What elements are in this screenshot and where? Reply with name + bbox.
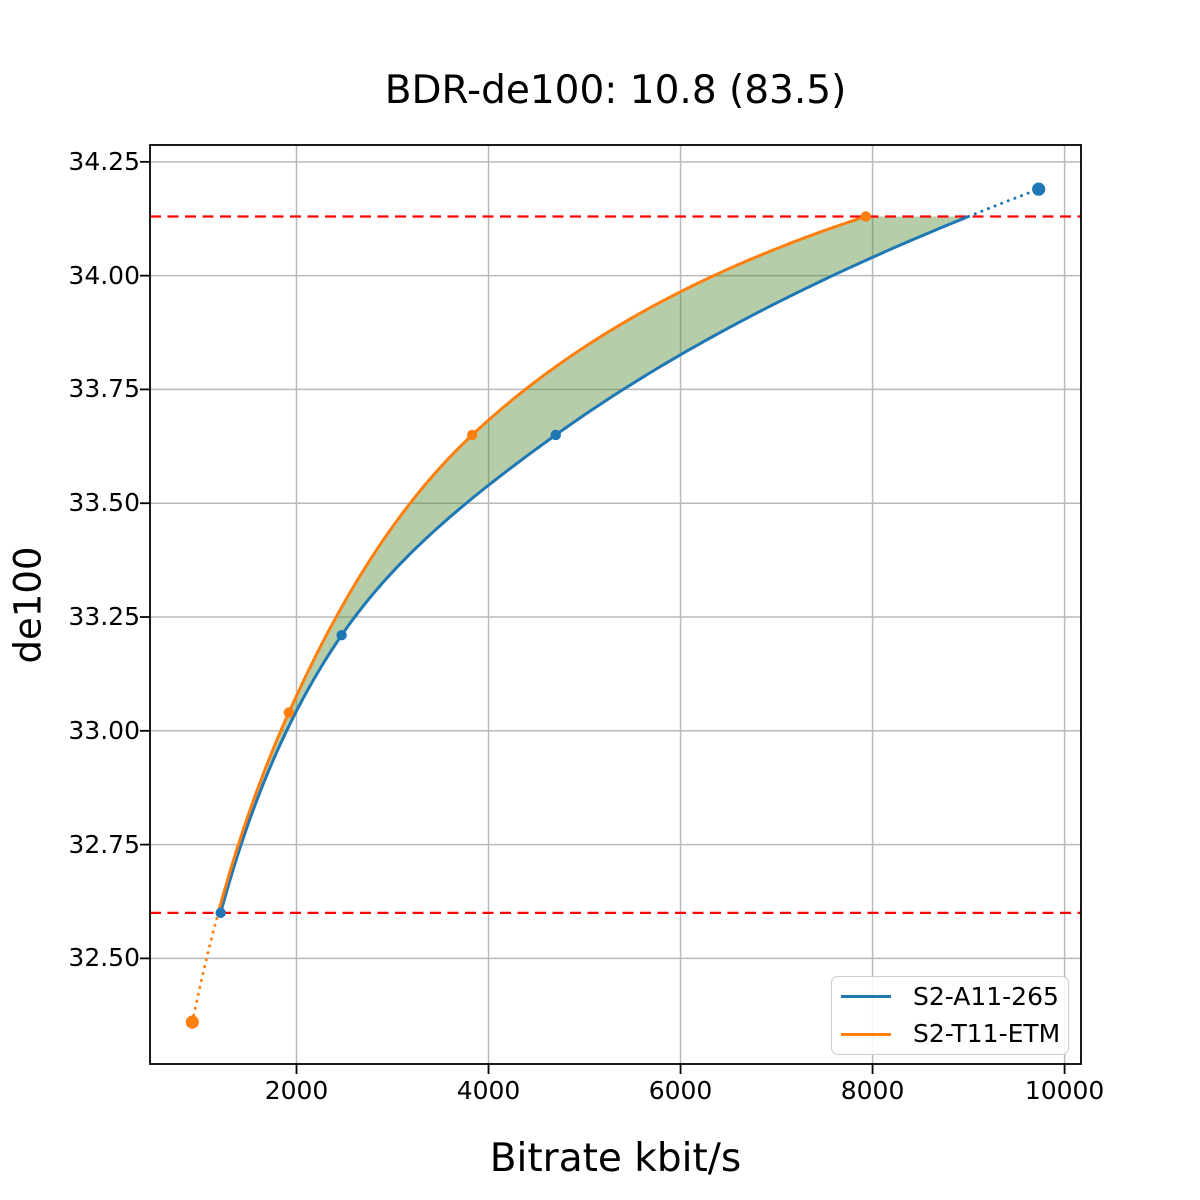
y-tick-label: 33.75	[68, 374, 140, 404]
fill-between-region	[218, 216, 969, 913]
x-tick-label: 8000	[840, 1076, 905, 1105]
marker-S2-T11-ETM	[467, 429, 478, 441]
marker-S2-T11-ETM	[283, 707, 295, 718]
marker-S2-A11-265	[1032, 182, 1046, 196]
curve-solid-S2-A11-265	[219, 215, 970, 914]
curve-dotted-S2-A11-265	[967, 187, 1041, 218]
y-tick-label: 32.75	[68, 829, 140, 859]
x-tick-label: 4000	[456, 1076, 521, 1105]
marker-S2-T11-ETM	[185, 1015, 199, 1029]
legend-label: S2-A11-265	[913, 981, 1059, 1011]
marker-S2-A11-265	[215, 907, 226, 919]
y-tick-label: 34.25	[68, 146, 140, 176]
legend-item-s2-t11-etm: S2-T11-ETM	[841, 1016, 1060, 1054]
marker-S2-A11-265	[336, 630, 347, 641]
curve-dotted-S2-T11-ETM	[190, 911, 220, 1024]
y-tick-label: 33.25	[68, 602, 140, 632]
x-tick-label: 6000	[648, 1076, 713, 1105]
x-tick-label: 10000	[1024, 1076, 1105, 1105]
axes-frame	[149, 144, 1082, 1065]
x-axis-label: Bitrate kbit/s	[489, 1136, 742, 1181]
chart-title: BDR-de100: 10.8 (83.5)	[384, 68, 847, 113]
y-tick-label: 33.00	[68, 715, 140, 745]
legend-line-sample-blue	[841, 995, 891, 999]
y-tick-label: 33.50	[68, 488, 140, 518]
y-tick-label: 32.50	[68, 943, 140, 973]
y-tick-label: 34.00	[68, 260, 140, 290]
x-tick-label: 2000	[264, 1076, 329, 1105]
marker-S2-T11-ETM	[860, 211, 872, 222]
legend-label: S2-T11-ETM	[913, 1019, 1061, 1049]
marker-S2-A11-265	[550, 429, 561, 441]
legend-line-sample-orange	[841, 1032, 891, 1036]
legend: S2-A11-265 S2-T11-ETM	[831, 976, 1069, 1055]
curve-solid-S2-T11-ETM	[216, 215, 867, 914]
legend-item-s2-a11-265: S2-A11-265	[841, 978, 1060, 1016]
